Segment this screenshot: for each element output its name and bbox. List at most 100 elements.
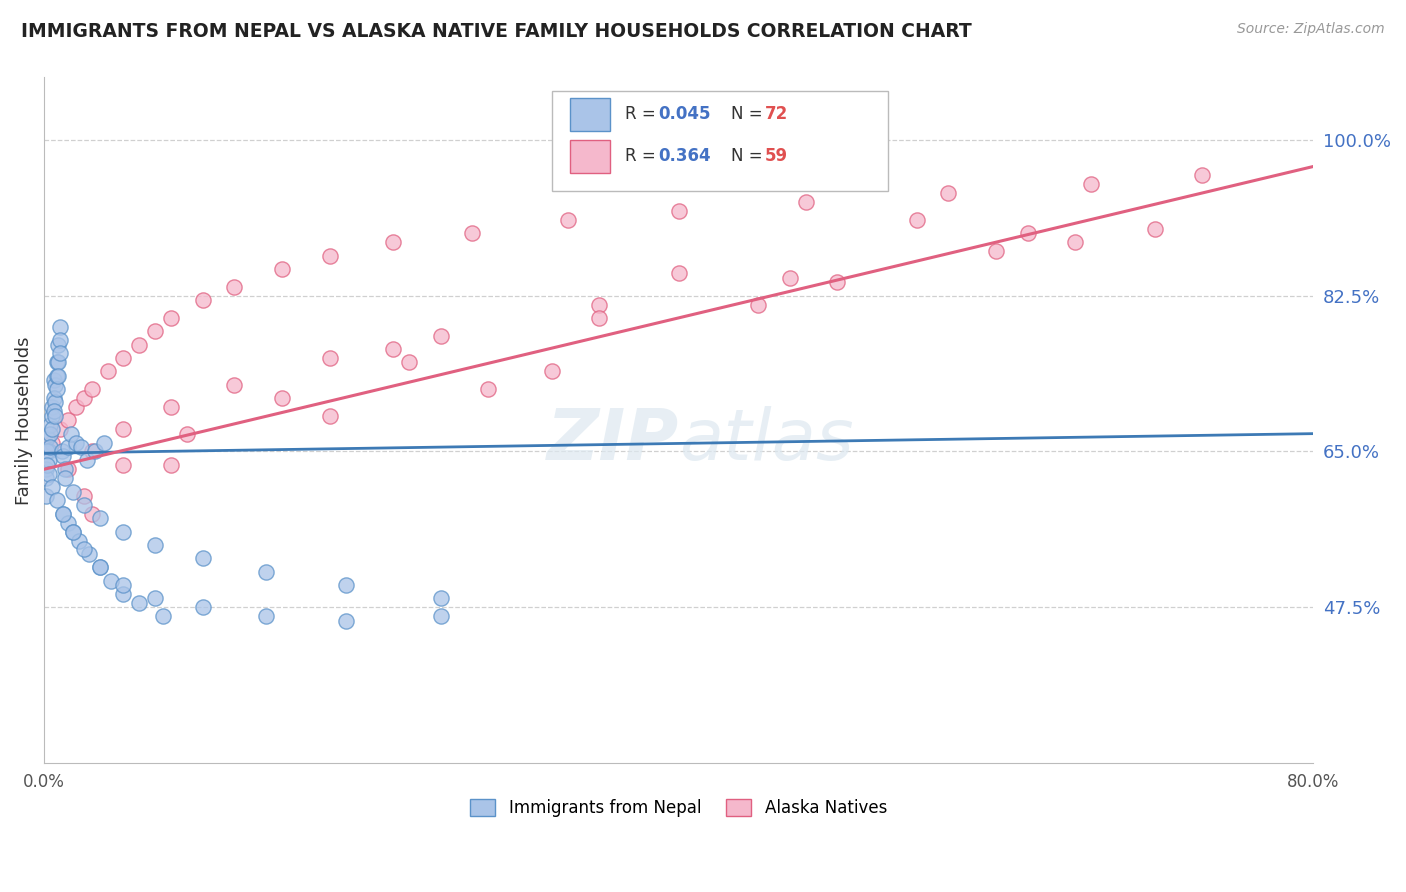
Point [271, 391, 294, 405]
Point [747, 297, 769, 311]
Point [80, 507, 103, 521]
Point [224, 377, 246, 392]
Point [112, 458, 135, 472]
Point [38, 467, 60, 481]
Point [41, 435, 63, 450]
Point [160, 458, 183, 472]
Point [335, 578, 357, 592]
Point [905, 213, 928, 227]
Point [191, 293, 214, 307]
Point [143, 538, 166, 552]
Point [41, 400, 63, 414]
Point [62, 524, 84, 539]
Point [39, 426, 62, 441]
Point [73, 542, 96, 557]
Text: 0.364: 0.364 [658, 147, 711, 165]
Point [191, 600, 214, 615]
Point [152, 609, 174, 624]
Point [112, 578, 135, 592]
Point [557, 213, 579, 227]
Point [540, 364, 562, 378]
Point [89, 560, 111, 574]
Point [335, 614, 357, 628]
Point [271, 261, 294, 276]
Point [588, 310, 610, 325]
Point [100, 574, 122, 588]
Point [48, 337, 70, 351]
Point [398, 355, 420, 369]
Point [37, 458, 59, 472]
Point [318, 351, 340, 365]
Point [318, 409, 340, 423]
Text: R =: R = [626, 147, 661, 165]
Point [89, 560, 111, 574]
Point [176, 426, 198, 441]
Point [254, 565, 277, 579]
Point [224, 279, 246, 293]
Point [477, 382, 499, 396]
Point [35, 462, 58, 476]
Point [53, 462, 76, 476]
Point [45, 493, 67, 508]
Point [1017, 227, 1039, 241]
Point [49, 333, 72, 347]
Legend: Immigrants from Nepal, Alaska Natives: Immigrants from Nepal, Alaska Natives [464, 792, 894, 823]
Point [160, 310, 183, 325]
Point [97, 364, 120, 378]
Text: N =: N = [731, 105, 768, 123]
Point [984, 244, 1007, 258]
Point [38, 453, 60, 467]
Point [60, 426, 83, 441]
Point [56, 462, 79, 476]
Bar [569, 98, 610, 131]
Point [77, 547, 100, 561]
Point [69, 440, 91, 454]
Point [73, 391, 96, 405]
Text: atlas: atlas [679, 407, 853, 475]
Point [38, 444, 60, 458]
Point [112, 422, 135, 436]
Point [382, 235, 405, 250]
Point [76, 453, 98, 467]
Point [1191, 169, 1213, 183]
Point [112, 587, 135, 601]
Point [39, 440, 62, 454]
Point [45, 368, 67, 383]
Point [160, 400, 183, 414]
Point [112, 524, 135, 539]
Text: R =: R = [626, 105, 661, 123]
Point [429, 328, 451, 343]
Point [49, 319, 72, 334]
Point [65, 435, 87, 450]
Point [35, 489, 58, 503]
Point [80, 444, 103, 458]
Point [56, 516, 79, 530]
Point [41, 409, 63, 423]
Point [143, 324, 166, 338]
Point [93, 435, 115, 450]
Point [42, 391, 65, 405]
Point [668, 266, 690, 280]
Point [56, 440, 79, 454]
Point [143, 591, 166, 606]
Text: 0.045: 0.045 [658, 105, 711, 123]
Point [89, 511, 111, 525]
Text: 72: 72 [765, 105, 789, 123]
Point [48, 355, 70, 369]
Point [318, 248, 340, 262]
Text: ZIP: ZIP [547, 407, 679, 475]
Point [668, 204, 690, 219]
Y-axis label: Family Households: Family Households [15, 336, 32, 505]
Text: Source: ZipAtlas.com: Source: ZipAtlas.com [1237, 22, 1385, 37]
Point [51, 444, 73, 458]
Point [938, 186, 960, 201]
Point [53, 471, 76, 485]
Point [112, 351, 135, 365]
Point [44, 377, 66, 392]
Point [44, 395, 66, 409]
Point [44, 409, 66, 423]
Point [1064, 235, 1087, 250]
Point [48, 368, 70, 383]
Point [41, 480, 63, 494]
FancyBboxPatch shape [551, 91, 889, 191]
